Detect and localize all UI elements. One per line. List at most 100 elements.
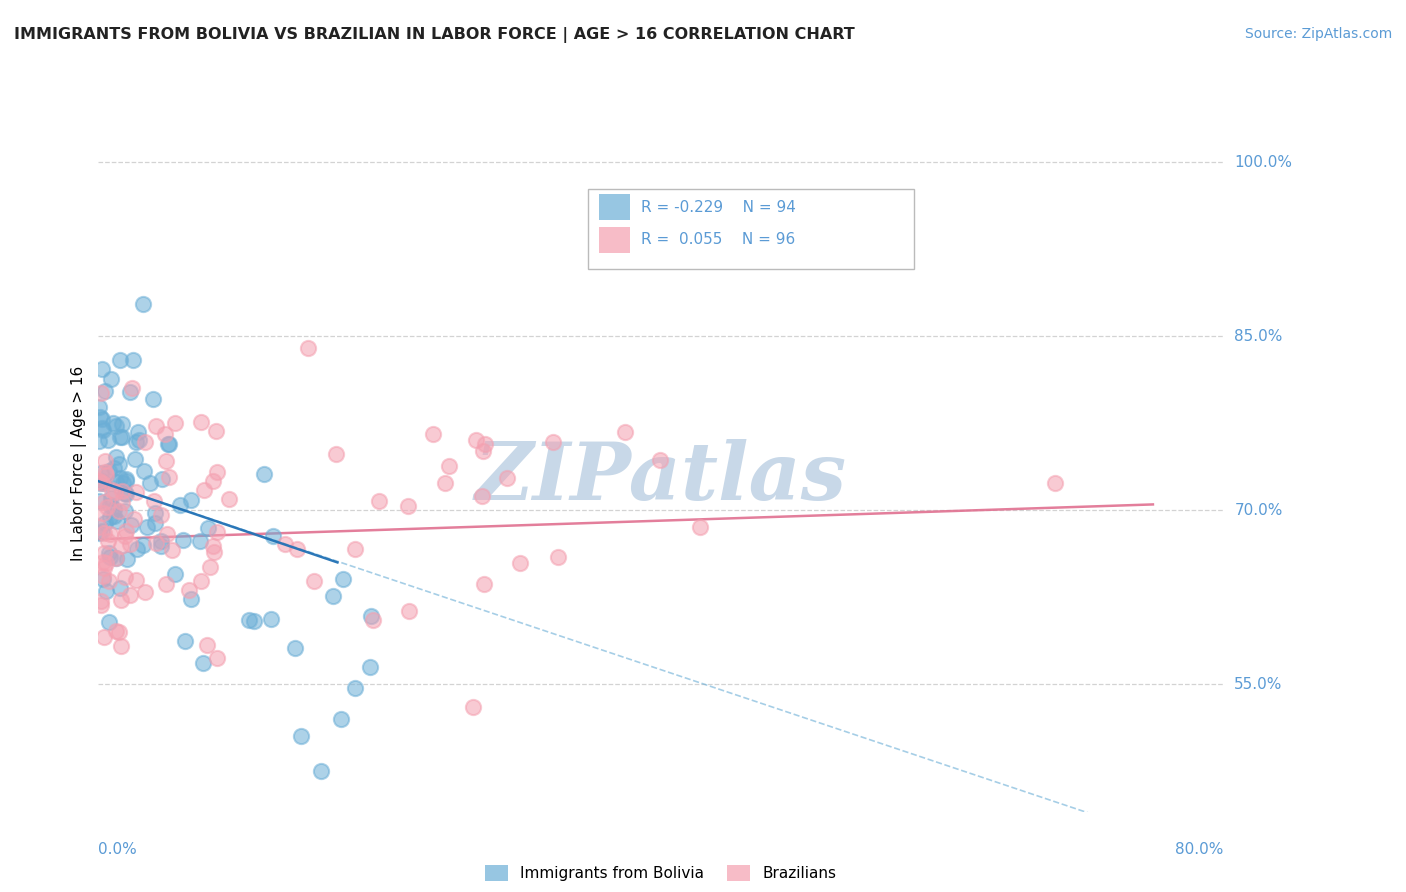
Point — [120, 537, 142, 551]
Point — [190, 574, 212, 589]
Point — [132, 538, 155, 552]
Point — [107, 514, 129, 528]
Point — [114, 569, 136, 583]
Point — [198, 559, 221, 574]
Point — [541, 435, 564, 450]
Point — [90, 466, 112, 480]
Point — [134, 434, 156, 449]
Point — [143, 506, 166, 520]
Point — [108, 458, 131, 472]
Point — [110, 593, 132, 607]
Legend: Immigrants from Bolivia, Brazilians: Immigrants from Bolivia, Brazilians — [479, 859, 842, 888]
Point — [97, 546, 120, 560]
Point — [202, 545, 225, 559]
Point — [97, 434, 120, 448]
Point — [155, 453, 177, 467]
Point — [90, 524, 112, 539]
Point — [359, 659, 381, 673]
Point — [91, 424, 114, 438]
Point — [157, 470, 180, 484]
Text: 85.0%: 85.0% — [1234, 329, 1282, 343]
Point — [94, 384, 117, 398]
Point — [361, 613, 384, 627]
Point — [90, 412, 112, 426]
Point — [284, 640, 307, 655]
Point — [118, 588, 141, 602]
Point — [136, 520, 159, 534]
Point — [125, 542, 148, 557]
Point — [191, 656, 214, 670]
Point — [398, 499, 420, 513]
Point — [93, 546, 115, 560]
Point — [202, 474, 225, 488]
Point — [367, 493, 389, 508]
Point — [142, 392, 165, 406]
Text: R = -0.229    N = 94: R = -0.229 N = 94 — [641, 200, 796, 215]
Point — [132, 465, 155, 479]
Point — [434, 476, 457, 491]
Point — [173, 633, 195, 648]
Point — [172, 533, 194, 548]
Point — [689, 520, 711, 534]
Point — [128, 434, 150, 448]
Point — [193, 483, 215, 497]
Point — [104, 624, 127, 638]
Point — [114, 503, 136, 517]
Point — [103, 461, 125, 475]
Y-axis label: In Labor Force | Age > 16: In Labor Force | Age > 16 — [72, 367, 87, 561]
Point — [87, 526, 110, 541]
Point — [471, 489, 494, 503]
Text: 55.0%: 55.0% — [1234, 677, 1282, 691]
Point — [97, 574, 120, 588]
Text: 100.0%: 100.0% — [1234, 155, 1292, 169]
Point — [290, 729, 312, 743]
Point — [344, 542, 367, 557]
Point — [160, 543, 183, 558]
Point — [188, 534, 211, 549]
Point — [98, 509, 121, 524]
Point — [238, 614, 260, 628]
Point — [93, 630, 115, 644]
Point — [253, 467, 276, 481]
Point — [422, 427, 444, 442]
Point — [108, 352, 131, 367]
Point — [111, 484, 134, 499]
Point — [474, 437, 496, 451]
Point — [195, 638, 218, 652]
Point — [472, 577, 495, 591]
Point — [115, 472, 138, 486]
Point — [273, 537, 295, 551]
Point — [112, 476, 135, 491]
Text: ZIPatlas: ZIPatlas — [475, 439, 846, 516]
Point — [108, 429, 131, 443]
Point — [134, 585, 156, 599]
Point — [93, 572, 115, 586]
Point — [464, 433, 486, 447]
Point — [110, 539, 132, 553]
FancyBboxPatch shape — [599, 194, 630, 220]
Point — [197, 521, 219, 535]
Point — [110, 639, 132, 653]
Point — [169, 498, 191, 512]
Point — [93, 466, 115, 480]
Point — [114, 528, 136, 542]
Point — [108, 503, 131, 517]
Point — [103, 508, 125, 523]
Point — [89, 474, 111, 488]
Point — [205, 425, 228, 439]
Point — [100, 483, 122, 497]
Point — [89, 434, 111, 449]
Point — [287, 541, 309, 556]
Point — [111, 417, 134, 432]
Point — [110, 471, 132, 485]
Point — [302, 574, 325, 588]
Point — [104, 475, 127, 489]
Point — [150, 472, 173, 486]
Point — [259, 612, 281, 626]
Point — [93, 475, 115, 490]
Point — [262, 529, 284, 543]
Point — [97, 534, 120, 549]
Point — [218, 491, 240, 506]
Point — [98, 527, 121, 541]
Point — [93, 561, 115, 575]
